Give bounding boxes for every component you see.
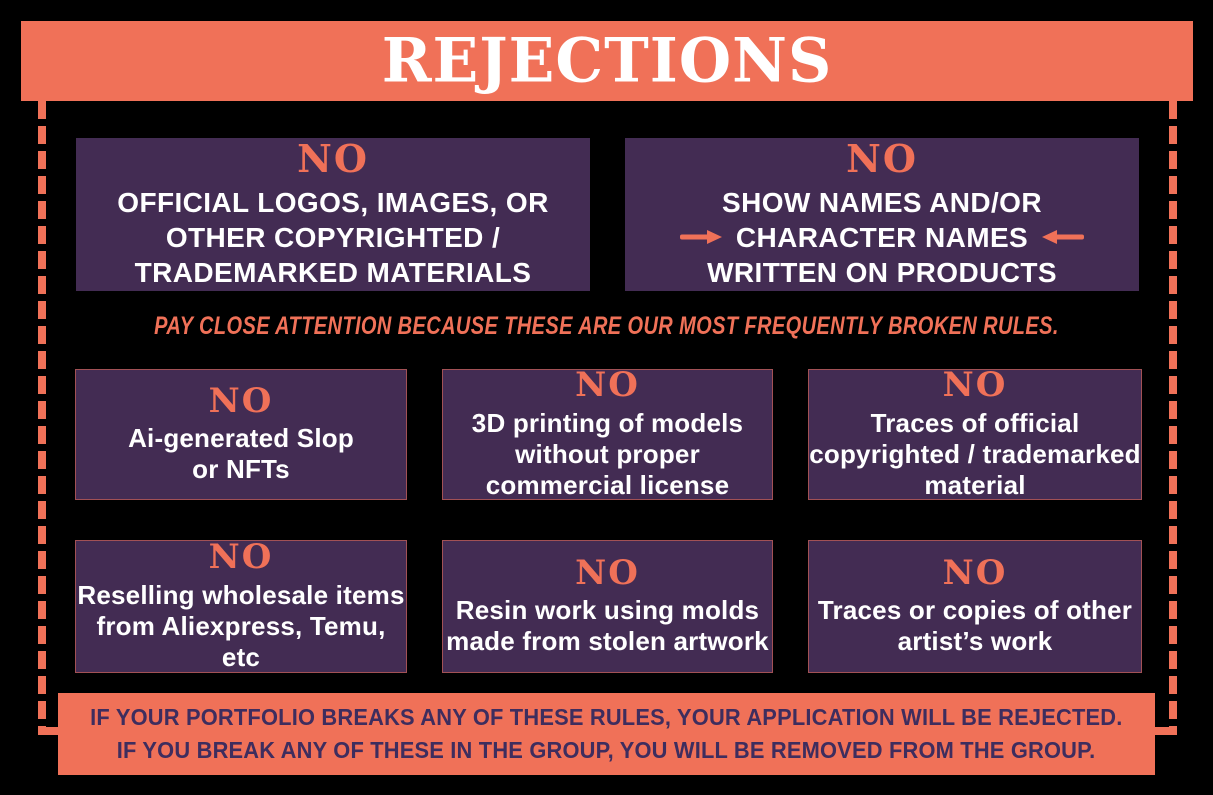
rule-text-line: WRITTEN ON PRODUCTS (707, 256, 1057, 288)
rule-text-line: SHOW NAMES AND/OR (722, 186, 1042, 218)
no-label: NO (575, 552, 640, 593)
header-bar: REJECTIONS (21, 21, 1193, 101)
dashed-border-right (1169, 101, 1177, 735)
no-label: NO (297, 136, 369, 182)
dashed-border-corner-left (38, 727, 68, 735)
arrow-right-icon (679, 230, 722, 245)
footer-warning-line1: IF YOUR PORTFOLIO BREAKS ANY OF THESE RU… (90, 704, 1123, 730)
rule-card-3d-printing: NO 3D printing of models without proper … (442, 365, 773, 500)
rule-text-line: copyrighted / trademarked (809, 438, 1141, 469)
rule-text-line-with-arrows: CHARACTER NAMES (679, 220, 1085, 255)
no-label: NO (208, 537, 274, 578)
footer-warning-bar: IF YOUR PORTFOLIO BREAKS ANY OF THESE RU… (58, 693, 1155, 775)
rule-text-line: Traces of official (870, 407, 1080, 438)
rule-card-copyrighted-materials: NO OFFICIAL LOGOS, IMAGES, OR OTHER COPY… (76, 138, 590, 291)
rule-card-ai-slop: NO Ai-generated Slop or NFTs (75, 369, 407, 500)
no-label: NO (846, 136, 918, 182)
no-label: NO (575, 365, 640, 406)
page-title: REJECTIONS (381, 25, 833, 97)
rule-text-line: Reselling wholesale items (77, 579, 405, 610)
rule-text-line: 3D printing of models (471, 407, 744, 438)
dashed-border-left (38, 101, 46, 735)
rule-card-traced-artist-work: NO Traces or copies of other artist’s wo… (808, 540, 1142, 673)
rule-text-line: material (924, 469, 1026, 500)
no-label: NO (942, 365, 1008, 406)
rule-text-line: TRADEMARKED MATERIALS (134, 256, 532, 288)
rule-card-reselling-wholesale: NO Reselling wholesale items from Aliexp… (75, 537, 407, 673)
rule-text-line: OTHER COPYRIGHTED / (165, 221, 501, 253)
rule-text-line: without proper (515, 438, 700, 469)
rule-text-line: Traces or copies of other (817, 595, 1133, 626)
rule-card-resin-stolen-molds: NO Resin work using molds made from stol… (442, 540, 773, 673)
rule-card-character-names: NO SHOW NAMES AND/OR CHARACTER NAMES WRI… (625, 138, 1139, 291)
rule-card-traced-official-material: NO Traces of official copyrighted / trad… (808, 365, 1142, 500)
rule-text-line: Resin work using molds (455, 595, 760, 626)
rule-text-line: Ai-generated Slop (128, 423, 354, 454)
rule-text-line: CHARACTER NAMES (735, 221, 1029, 253)
attention-notice-text: PAY CLOSE ATTENTION BECAUSE THESE ARE OU… (154, 311, 1059, 340)
no-label: NO (942, 552, 1008, 593)
rule-text-line: OFFICIAL LOGOS, IMAGES, OR (117, 186, 549, 218)
rule-text-line: from Aliexpress, Temu, etc (96, 610, 386, 672)
no-label: NO (208, 380, 274, 421)
rule-text-line: made from stolen artwork (446, 626, 769, 657)
rule-text-line: commercial license (485, 469, 730, 500)
rule-text-line: artist’s work (897, 626, 1053, 657)
rule-text-line: or NFTs (192, 454, 290, 485)
arrow-left-icon (1042, 230, 1085, 245)
footer-warning-line2: IF YOU BREAK ANY OF THESE IN THE GROUP, … (117, 737, 1096, 763)
dashed-border-corner-right (1147, 727, 1177, 735)
attention-notice: PAY CLOSE ATTENTION BECAUSE THESE ARE OU… (0, 306, 1213, 346)
